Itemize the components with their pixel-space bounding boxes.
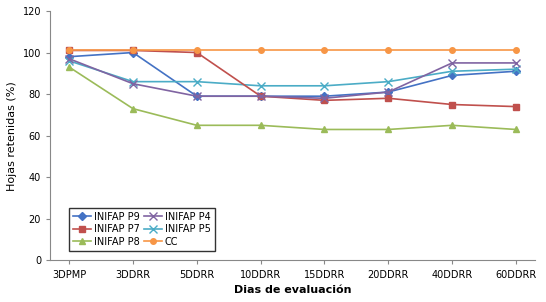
Line: INIFAP P9: INIFAP P9 xyxy=(67,50,519,99)
INIFAP P7 xyxy=(321,98,328,102)
INIFAP P4 xyxy=(385,90,391,94)
INIFAP P8 xyxy=(385,128,391,131)
INIFAP P5 xyxy=(257,84,264,88)
CC xyxy=(257,49,264,52)
INIFAP P8 xyxy=(130,107,136,111)
INIFAP P4 xyxy=(449,61,455,65)
Line: INIFAP P8: INIFAP P8 xyxy=(66,64,519,133)
INIFAP P9 xyxy=(66,55,73,59)
INIFAP P7 xyxy=(385,96,391,100)
CC xyxy=(321,49,328,52)
INIFAP P9 xyxy=(257,95,264,98)
INIFAP P5 xyxy=(321,84,328,88)
INIFAP P7 xyxy=(66,49,73,52)
INIFAP P8 xyxy=(449,124,455,127)
INIFAP P9 xyxy=(449,74,455,77)
INIFAP P5 xyxy=(194,80,200,83)
Line: CC: CC xyxy=(67,48,519,53)
Line: INIFAP P4: INIFAP P4 xyxy=(65,55,520,102)
INIFAP P7 xyxy=(513,105,519,108)
INIFAP P9 xyxy=(321,95,328,98)
Line: INIFAP P7: INIFAP P7 xyxy=(67,48,519,109)
Line: INIFAP P5: INIFAP P5 xyxy=(65,57,520,90)
INIFAP P8 xyxy=(513,128,519,131)
INIFAP P4 xyxy=(66,57,73,61)
INIFAP P8 xyxy=(321,128,328,131)
INIFAP P5 xyxy=(449,69,455,73)
INIFAP P7 xyxy=(257,95,264,98)
Y-axis label: Hojas retenidas (%): Hojas retenidas (%) xyxy=(7,81,17,191)
INIFAP P5 xyxy=(513,67,519,71)
INIFAP P8 xyxy=(194,124,200,127)
INIFAP P4 xyxy=(513,61,519,65)
CC xyxy=(66,49,73,52)
INIFAP P4 xyxy=(257,95,264,98)
INIFAP P7 xyxy=(449,103,455,106)
CC xyxy=(449,49,455,52)
INIFAP P7 xyxy=(130,49,136,52)
INIFAP P4 xyxy=(130,82,136,85)
INIFAP P5 xyxy=(385,80,391,83)
X-axis label: Dias de evaluación: Dias de evaluación xyxy=(234,285,351,295)
INIFAP P8 xyxy=(66,65,73,69)
INIFAP P5 xyxy=(66,59,73,63)
INIFAP P5 xyxy=(130,80,136,83)
CC xyxy=(385,49,391,52)
INIFAP P8 xyxy=(257,124,264,127)
INIFAP P9 xyxy=(385,90,391,94)
CC xyxy=(130,49,136,52)
INIFAP P9 xyxy=(130,51,136,54)
INIFAP P4 xyxy=(194,95,200,98)
Legend: INIFAP P9, INIFAP P7, INIFAP P8, INIFAP P4, INIFAP P5, CC: INIFAP P9, INIFAP P7, INIFAP P8, INIFAP … xyxy=(69,208,215,251)
INIFAP P9 xyxy=(513,69,519,73)
INIFAP P4 xyxy=(321,96,328,100)
CC xyxy=(194,49,200,52)
INIFAP P7 xyxy=(194,51,200,54)
CC xyxy=(513,49,519,52)
INIFAP P9 xyxy=(194,95,200,98)
